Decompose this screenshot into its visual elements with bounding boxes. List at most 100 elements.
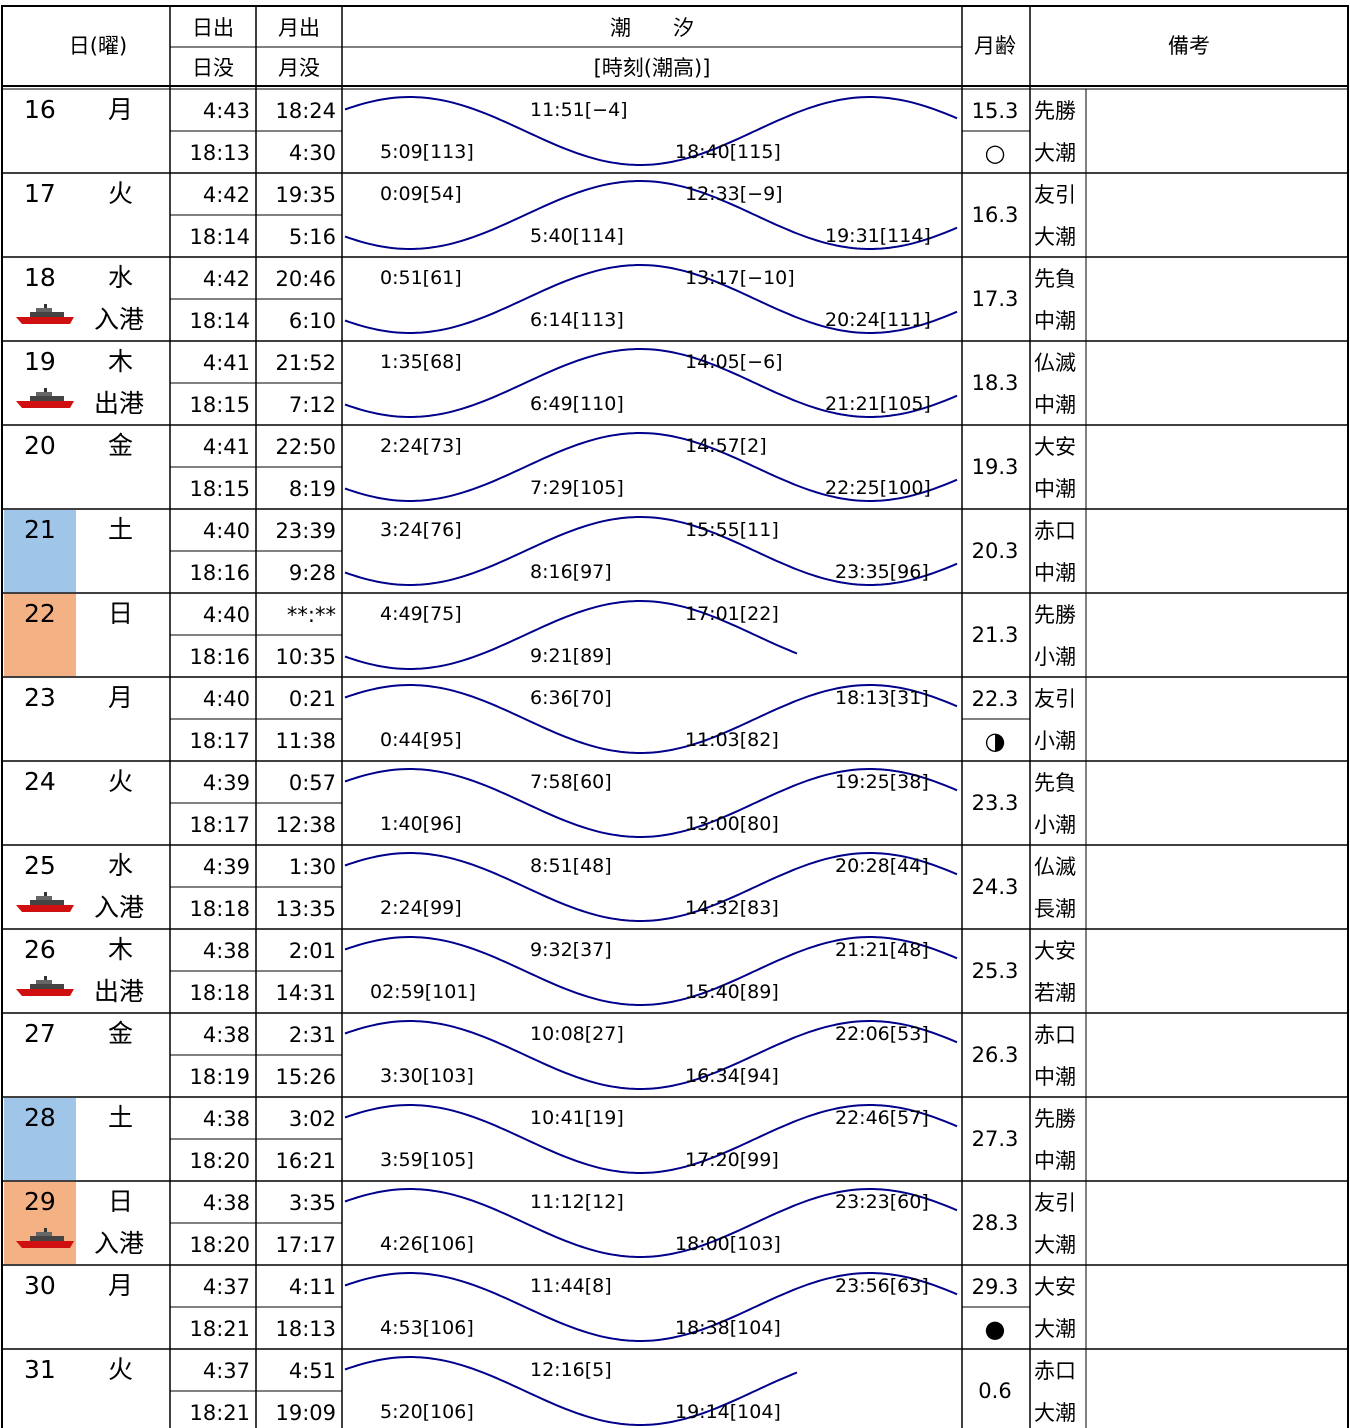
moonrise-time: 0:57	[288, 771, 336, 795]
day-of-week: 木	[108, 347, 134, 376]
rokuyo: 先勝	[1034, 603, 1076, 627]
sunday-highlight	[4, 594, 76, 676]
shio-type: 中潮	[1034, 393, 1076, 417]
tide-high-label: 7:58[60]	[530, 771, 612, 793]
tide-high-label: 12:33[−9]	[685, 183, 783, 205]
tide-high-label: 3:24[76]	[380, 519, 462, 541]
day-number: 17	[24, 179, 56, 208]
moonset-time: 12:38	[275, 813, 336, 837]
day-of-week: 土	[108, 515, 134, 544]
day-number: 22	[24, 599, 56, 628]
tide-curve	[344, 852, 958, 922]
tide-high-label: 20:28[44]	[835, 855, 929, 877]
rokuyo: 先負	[1034, 267, 1076, 291]
moonrise-time: 4:51	[288, 1359, 336, 1383]
tide-low-label: 20:24[111]	[825, 309, 931, 331]
sunrise-time: 4:41	[202, 351, 250, 375]
day-of-week: 火	[108, 767, 134, 796]
moonrise-time: 21:52	[275, 351, 336, 375]
sunset-time: 18:15	[189, 393, 250, 417]
moonrise-time: 19:35	[275, 183, 336, 207]
rokuyo: 仏滅	[1034, 855, 1076, 879]
tide-curve	[344, 348, 958, 418]
sunrise-time: 4:43	[202, 99, 250, 123]
header-tide-sub: [時刻(潮高)]	[593, 56, 711, 80]
shio-type: 中潮	[1034, 1065, 1076, 1089]
day-number: 28	[24, 1103, 56, 1132]
moon-age: 25.3	[971, 959, 1019, 983]
shio-type: 小潮	[1034, 729, 1076, 753]
sunrise-time: 4:38	[202, 1191, 250, 1215]
tide-curve	[344, 1356, 798, 1426]
moon-age: 28.3	[971, 1211, 1019, 1235]
tide-high-label: 17:01[22]	[685, 603, 779, 625]
tide-high-label: 23:23[60]	[835, 1191, 929, 1213]
day-number: 30	[24, 1271, 56, 1300]
moon-phase-icon: ●	[984, 1315, 1006, 1343]
tide-low-label: 5:20[106]	[380, 1401, 474, 1423]
tide-low-label: 5:09[113]	[380, 141, 474, 163]
day-number: 25	[24, 851, 56, 880]
tide-high-label: 0:51[61]	[380, 267, 462, 289]
rokuyo: 先勝	[1034, 1107, 1076, 1131]
sunday-highlight	[4, 1182, 76, 1264]
tide-curve	[344, 96, 958, 166]
day-of-week: 水	[108, 851, 134, 880]
header-tide: 潮 汐	[610, 16, 694, 40]
moonrise-time: 22:50	[275, 435, 336, 459]
rokuyo: 赤口	[1034, 519, 1076, 543]
shio-type: 若潮	[1034, 981, 1076, 1005]
moon-age: 18.3	[971, 371, 1019, 395]
moon-age: 16.3	[971, 203, 1019, 227]
day-number: 29	[24, 1187, 56, 1216]
tide-low-label: 3:59[105]	[380, 1149, 474, 1171]
day-number: 31	[24, 1355, 56, 1384]
moon-age: 17.3	[971, 287, 1019, 311]
tide-high-label: 10:41[19]	[530, 1107, 624, 1129]
header-sunset: 日没	[192, 56, 234, 80]
rokuyo: 友引	[1034, 183, 1076, 207]
sunset-time: 18:19	[189, 1065, 250, 1089]
ferry-icon	[16, 388, 74, 408]
shio-type: 中潮	[1034, 1149, 1076, 1173]
sunset-time: 18:18	[189, 897, 250, 921]
tide-high-label: 22:46[57]	[835, 1107, 929, 1129]
tide-high-label: 4:49[75]	[380, 603, 462, 625]
tide-curve	[344, 432, 958, 502]
shio-type: 小潮	[1034, 645, 1076, 669]
sunrise-time: 4:42	[202, 183, 250, 207]
day-of-week: 月	[108, 1271, 134, 1300]
moonset-time: 9:28	[288, 561, 336, 585]
tide-low-label: 18:00[103]	[675, 1233, 781, 1255]
sunrise-time: 4:39	[202, 771, 250, 795]
shio-type: 小潮	[1034, 813, 1076, 837]
moon-age: 15.3	[971, 99, 1019, 123]
sunset-time: 18:14	[189, 225, 250, 249]
shio-type: 長潮	[1034, 897, 1076, 921]
tide-curve	[344, 600, 798, 670]
shio-type: 大潮	[1034, 1317, 1076, 1341]
sunrise-time: 4:38	[202, 1107, 250, 1131]
tide-curve	[344, 264, 958, 334]
shio-type: 中潮	[1034, 309, 1076, 333]
tide-low-label: 9:21[89]	[530, 645, 612, 667]
ferry-icon	[16, 892, 74, 912]
shio-type: 中潮	[1034, 477, 1076, 501]
tide-high-label: 6:36[70]	[530, 687, 612, 709]
sunset-time: 18:21	[189, 1401, 250, 1425]
tide-high-label: 11:51[−4]	[530, 99, 628, 121]
ferry-icon	[16, 976, 74, 996]
tide-high-label: 13:17[−10]	[685, 267, 795, 289]
day-number: 26	[24, 935, 56, 964]
shio-type: 大潮	[1034, 1233, 1076, 1257]
tide-low-label: 8:16[97]	[530, 561, 612, 583]
moon-age: 23.3	[971, 791, 1019, 815]
sunset-time: 18:16	[189, 561, 250, 585]
moonset-time: 8:19	[288, 477, 336, 501]
moonset-time: 10:35	[275, 645, 336, 669]
moonrise-time: 1:30	[288, 855, 336, 879]
tide-low-label: 5:40[114]	[530, 225, 624, 247]
day-of-week: 土	[108, 1103, 134, 1132]
tide-low-label: 16:34[94]	[685, 1065, 779, 1087]
